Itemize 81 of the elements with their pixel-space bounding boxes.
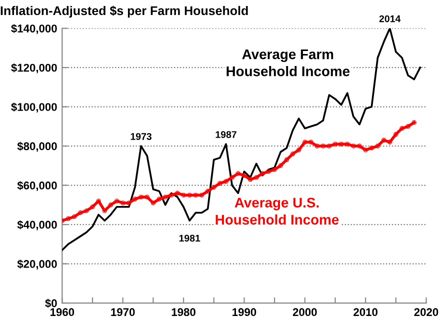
point — [108, 202, 114, 208]
point — [308, 140, 314, 144]
point — [90, 204, 95, 210]
point — [375, 144, 380, 148]
y-tick-label: $60,000 — [17, 181, 57, 192]
point — [302, 140, 308, 144]
point — [357, 144, 362, 148]
point — [394, 132, 398, 137]
point — [351, 144, 356, 148]
point — [412, 120, 416, 125]
point — [278, 163, 283, 168]
point — [296, 148, 302, 152]
y-tick-label: $100,000 — [11, 102, 57, 113]
y-tick-label: $140,000 — [11, 24, 57, 34]
annotation: 1987 — [216, 131, 236, 138]
point — [369, 146, 374, 150]
point — [66, 216, 71, 222]
point — [187, 192, 192, 198]
point — [156, 196, 162, 202]
point — [387, 140, 392, 144]
point — [326, 144, 332, 148]
point — [175, 190, 180, 196]
series-label: Average Farm Household Income — [226, 50, 350, 76]
y-tick-label: $0 — [45, 298, 57, 308]
annotation: 1973 — [130, 133, 152, 140]
point — [248, 177, 253, 182]
point — [78, 210, 83, 216]
point — [272, 167, 277, 172]
x-tick-label: 1990 — [232, 308, 256, 316]
point — [314, 144, 320, 148]
point — [338, 142, 344, 146]
point — [381, 138, 386, 143]
point — [144, 194, 150, 200]
y-tick-label: $80,000 — [17, 142, 57, 152]
point — [96, 198, 101, 204]
point — [126, 200, 132, 206]
point — [290, 152, 296, 156]
point — [236, 171, 240, 176]
point — [284, 157, 290, 162]
point — [224, 179, 228, 184]
point — [132, 196, 138, 202]
point — [169, 192, 174, 198]
y-tick-label: $120,000 — [11, 63, 57, 74]
point — [199, 192, 204, 198]
chart-title: Inflation-Adjusted $s per Farm Household — [0, 6, 248, 18]
point — [400, 126, 404, 131]
series-label: Average U.S. Household Income — [216, 198, 339, 225]
point — [193, 192, 198, 198]
x-tick-label: 1980 — [172, 308, 196, 316]
point — [120, 200, 126, 206]
annotation: 2014 — [379, 15, 401, 22]
point — [254, 175, 259, 180]
annotation: 1981 — [179, 234, 200, 242]
point — [332, 142, 338, 146]
x-tick-label: 2010 — [354, 308, 378, 316]
x-tick-label: 2000 — [292, 308, 317, 316]
point — [211, 184, 216, 190]
point — [363, 148, 368, 152]
point — [320, 144, 326, 148]
x-tick-label: 1970 — [111, 308, 135, 316]
point — [266, 169, 271, 174]
x-tick-label: 2020 — [414, 308, 438, 316]
y-tick-label: $40,000 — [17, 220, 57, 230]
line-series — [62, 120, 416, 223]
point — [181, 192, 186, 198]
point — [138, 194, 144, 200]
point — [230, 175, 234, 180]
point — [218, 180, 222, 186]
point — [205, 188, 210, 194]
point — [406, 124, 410, 129]
x-tick-label: 1960 — [50, 308, 74, 316]
point — [84, 208, 89, 214]
point — [242, 173, 247, 178]
y-tick-label: $20,000 — [17, 260, 57, 270]
point — [344, 142, 350, 146]
point — [72, 214, 77, 220]
point — [162, 194, 168, 200]
point — [114, 198, 120, 204]
line-series — [62, 28, 422, 251]
point — [150, 200, 156, 206]
point — [260, 171, 265, 176]
